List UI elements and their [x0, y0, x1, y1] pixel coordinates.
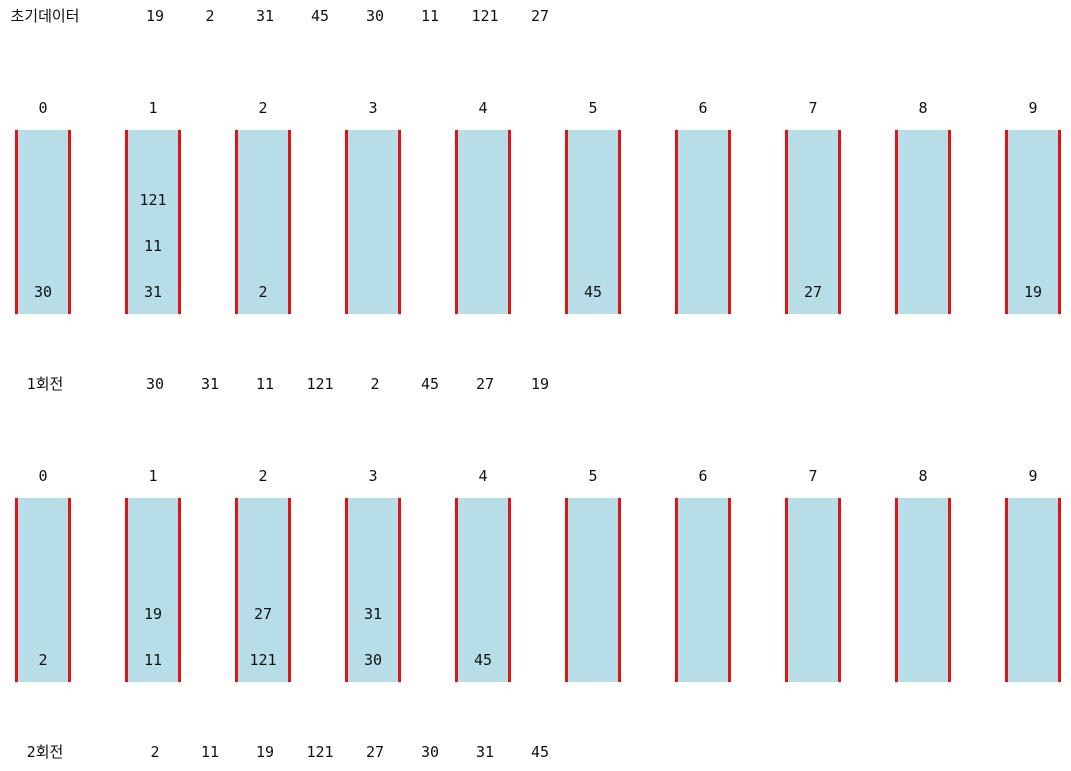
- bucket-value: 27: [803, 283, 823, 301]
- bucket-value: 11: [143, 651, 163, 669]
- bucket-value: 45: [473, 651, 493, 669]
- bucket-value: 19: [143, 605, 163, 623]
- sequence-value: 11: [255, 375, 275, 393]
- sequence-value: 27: [475, 375, 495, 393]
- bucket-index: 0: [38, 99, 48, 117]
- bucket: 45: [455, 498, 511, 682]
- bucket: 2: [235, 130, 291, 314]
- bucket: 121 27: [235, 498, 291, 682]
- bucket-index: 0: [38, 467, 48, 485]
- bucket-value: 121: [139, 191, 167, 209]
- bucket-value: 11: [143, 237, 163, 255]
- sequence-value: 19: [255, 743, 275, 761]
- bucket-index: 2: [258, 99, 268, 117]
- bucket-value: 30: [33, 283, 53, 301]
- sequence-value: 2: [150, 743, 160, 761]
- sequence-value: 121: [306, 743, 334, 761]
- bucket-value: 45: [583, 283, 603, 301]
- bucket-value: 27: [253, 605, 273, 623]
- bucket-index: 8: [918, 467, 928, 485]
- row-label: 초기데이터: [10, 7, 80, 25]
- bucket-index: 2: [258, 467, 268, 485]
- sequence-value: 31: [255, 7, 275, 25]
- sequence-value: 19: [530, 375, 550, 393]
- bucket-index: 4: [478, 99, 488, 117]
- bucket: 30 31: [345, 498, 401, 682]
- bucket-value: 31: [143, 283, 163, 301]
- bucket: 31 11 121: [125, 130, 181, 314]
- row-label: 1회전: [26, 375, 64, 393]
- sequence-value: 45: [310, 7, 330, 25]
- bucket-value: 30: [363, 651, 383, 669]
- bucket-index: 8: [918, 99, 928, 117]
- bucket-index: 5: [588, 467, 598, 485]
- bucket-index: 9: [1028, 467, 1038, 485]
- bucket: 27: [785, 130, 841, 314]
- bucket-index: 7: [808, 99, 818, 117]
- bucket-index: 5: [588, 99, 598, 117]
- sequence-value: 30: [420, 743, 440, 761]
- sequence-value: 45: [420, 375, 440, 393]
- bucket-value: 121: [249, 651, 277, 669]
- sequence-value: 30: [145, 375, 165, 393]
- bucket-value: 19: [1023, 283, 1043, 301]
- bucket-index: 3: [368, 467, 378, 485]
- bucket-value: 2: [258, 283, 268, 301]
- bucket-index: 6: [698, 467, 708, 485]
- bucket-index: 9: [1028, 99, 1038, 117]
- sequence-value: 121: [306, 375, 334, 393]
- sequence-value: 11: [200, 743, 220, 761]
- bucket: 19: [1005, 130, 1061, 314]
- bucket: 30: [15, 130, 71, 314]
- bucket-index: 3: [368, 99, 378, 117]
- bucket: 2: [15, 498, 71, 682]
- bucket-value: 2: [38, 651, 48, 669]
- bucket: [345, 130, 401, 314]
- bucket: [455, 130, 511, 314]
- bucket: [675, 130, 731, 314]
- sequence-value: 2: [205, 7, 215, 25]
- sequence-value: 2: [370, 375, 380, 393]
- bucket-index: 1: [148, 99, 158, 117]
- bucket: [785, 498, 841, 682]
- bucket-index: 6: [698, 99, 708, 117]
- bucket: 11 19: [125, 498, 181, 682]
- bucket: [565, 498, 621, 682]
- sequence-value: 27: [365, 743, 385, 761]
- bucket-index: 7: [808, 467, 818, 485]
- sequence-value: 45: [530, 743, 550, 761]
- sequence-value: 30: [365, 7, 385, 25]
- sequence-value: 27: [530, 7, 550, 25]
- bucket-index: 4: [478, 467, 488, 485]
- bucket-index: 1: [148, 467, 158, 485]
- bucket: [895, 498, 951, 682]
- sequence-value: 11: [420, 7, 440, 25]
- bucket: 45: [565, 130, 621, 314]
- bucket-value: 31: [363, 605, 383, 623]
- bucket: [895, 130, 951, 314]
- row-label: 2회전: [26, 743, 64, 761]
- sequence-value: 121: [471, 7, 499, 25]
- sequence-value: 31: [475, 743, 495, 761]
- bucket: [1005, 498, 1061, 682]
- sequence-value: 19: [145, 7, 165, 25]
- bucket: [675, 498, 731, 682]
- sequence-value: 31: [200, 375, 220, 393]
